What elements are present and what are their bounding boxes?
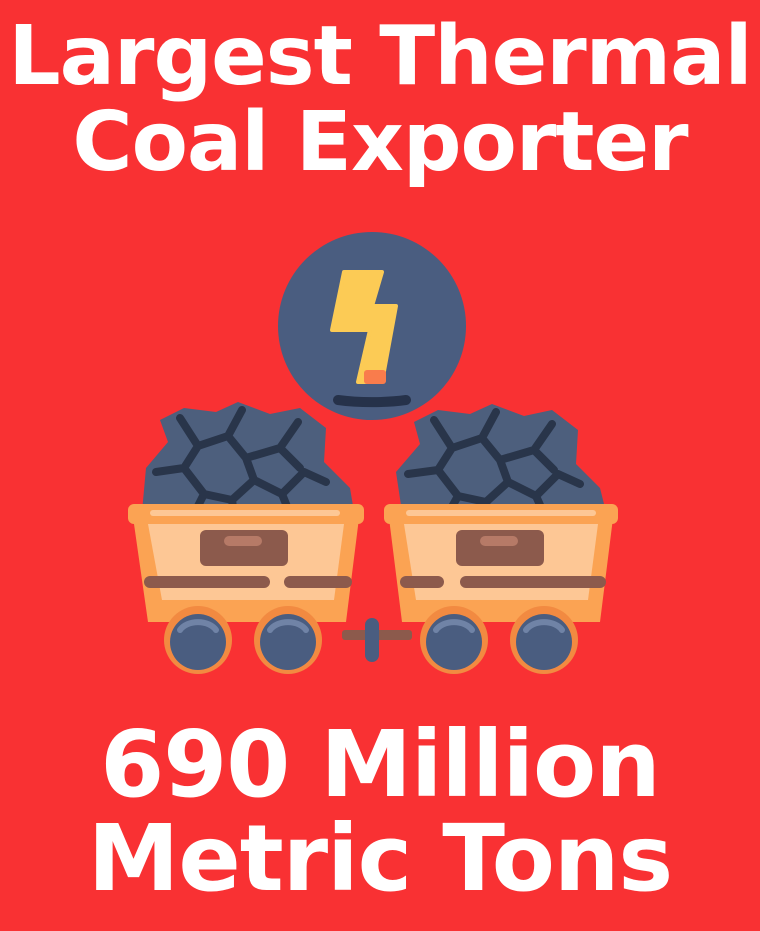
headline: Largest Thermal Coal Exporter xyxy=(0,14,760,186)
coal-cart-right-icon xyxy=(384,404,618,674)
headline-line-2: Coal Exporter xyxy=(72,95,688,190)
cart-coupler xyxy=(342,618,412,662)
coal-cart-left-icon xyxy=(128,402,364,674)
lightning-bolt-icon xyxy=(278,232,466,420)
headline-line-1: Largest Thermal xyxy=(8,9,752,104)
stat-line-2: Metric Tons xyxy=(87,805,673,912)
coal-carts-illustration xyxy=(128,232,618,674)
stat-line-1: 690 Million xyxy=(100,711,660,818)
export-volume-stat: 690 Million Metric Tons xyxy=(0,718,760,906)
